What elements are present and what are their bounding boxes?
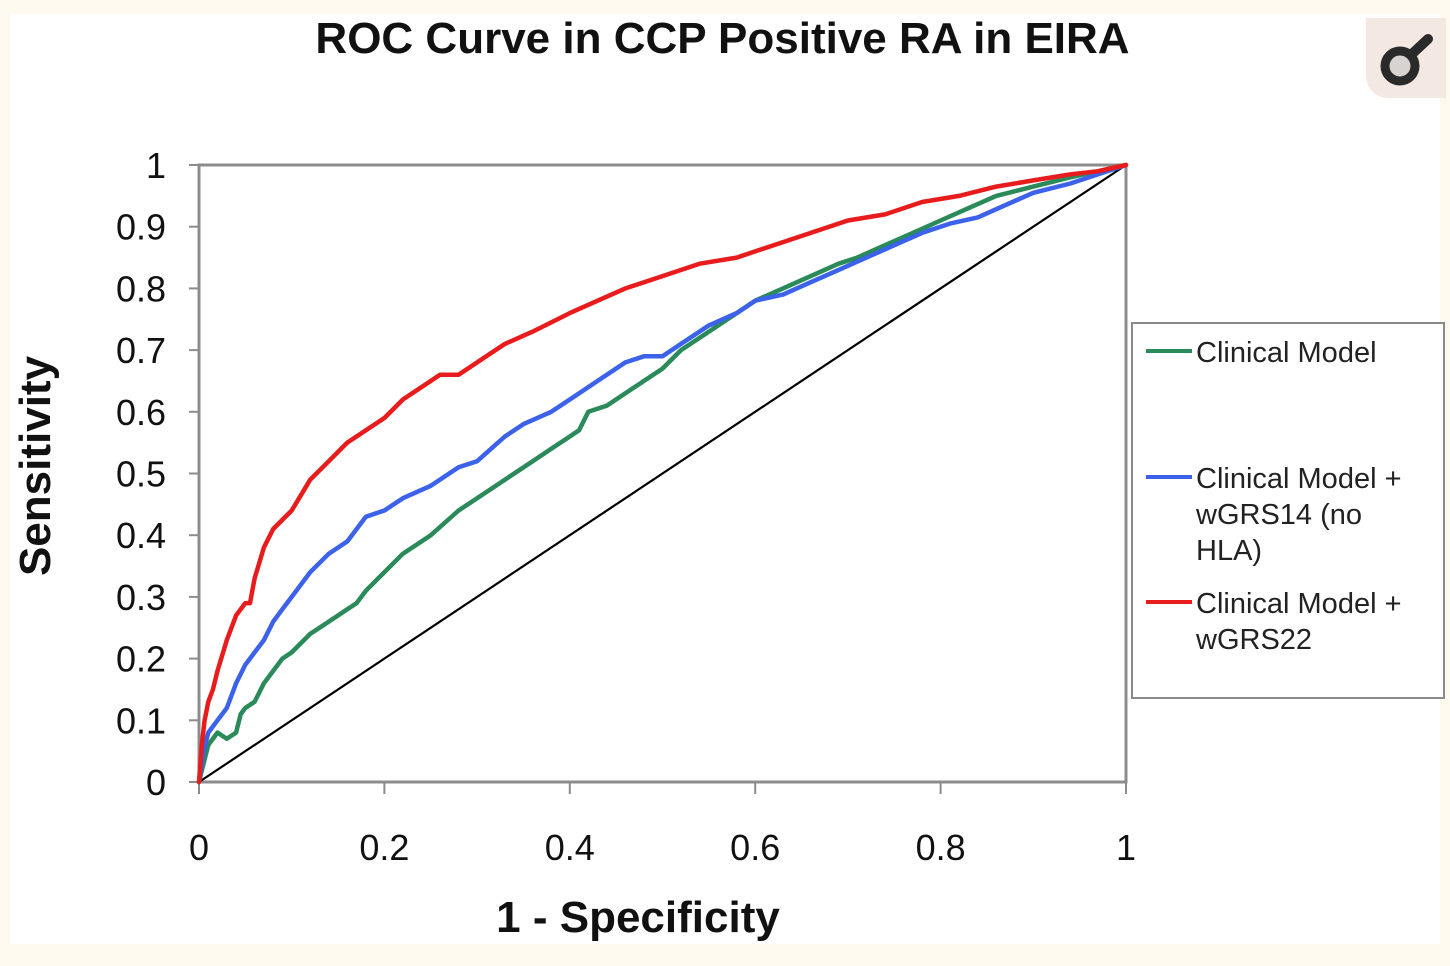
y-tick-label: 0.2 [116,639,166,680]
legend-box [1131,322,1445,699]
y-tick-label: 0.1 [116,700,166,741]
x-tick-label: 0.4 [545,827,595,868]
x-axis-title: 1 - Specificity [496,893,780,942]
chart-title: ROC Curve in CCP Positive RA in EIRA [315,14,1130,63]
y-tick-label: 0.9 [116,207,166,248]
y-axis-title: Sensitivity [11,355,60,576]
series-line-0 [196,162,1129,785]
x-tick-label: 0.6 [730,827,780,868]
y-axis: 0 0.1 0.2 0.3 0.4 0.5 0.6 0.7 0.8 0.9 1 [116,145,199,803]
legend-label: wGRS22 [1195,624,1312,656]
y-tick-label: 0.3 [116,577,166,618]
y-tick-label: 0 [146,762,166,803]
y-tick-label: 0.7 [116,330,166,371]
legend-label: Clinical Model + [1196,463,1402,495]
legend: Clinical Model Clinical Model + wGRS14 (no… [1131,322,1445,699]
legend-label: wGRS14 (no [1195,499,1362,531]
y-tick-label: 0.4 [116,515,166,556]
legend-label: HLA) [1196,535,1262,567]
x-tick-label: 0 [189,827,209,868]
y-tick-label: 0.8 [116,268,166,309]
y-tick-label: 1 [146,145,166,186]
legend-label: Clinical Model + [1196,588,1402,620]
zoom-badge-button[interactable] [1366,18,1446,98]
x-axis: 0 0.2 0.4 0.6 0.8 1 [189,782,1136,868]
series-line-1 [196,162,1129,785]
y-tick-label: 0.5 [116,454,166,495]
x-tick-label: 1 [1116,827,1136,868]
legend-label: Clinical Model [1196,337,1377,369]
reference-diagonal-line [198,164,1127,783]
series-lines [196,162,1129,785]
series-line-2 [196,162,1129,785]
x-tick-label: 0.2 [359,827,409,868]
reference-line-group [198,164,1127,783]
y-tick-label: 0.6 [116,392,166,433]
x-tick-label: 0.8 [916,827,966,868]
magnifier-icon [1380,34,1433,86]
